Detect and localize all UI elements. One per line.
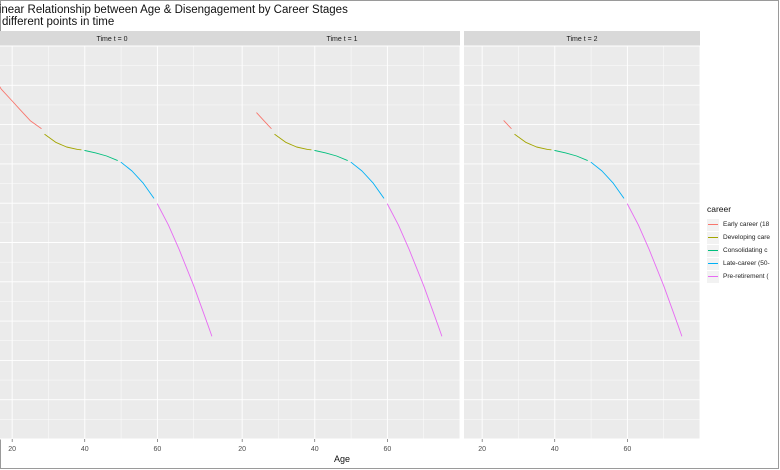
series-line [0,86,42,129]
legend-key-swatch [707,218,719,231]
x-tick-label: 20 [478,446,486,453]
series-line [554,150,588,161]
legend-label: Pre-retirement ( [723,273,769,280]
x-axis-title: Age [334,454,350,464]
legend-label: Late-career (50- [723,260,770,267]
facet-strip [0,31,230,46]
legend-item: Early career (18 [707,218,780,231]
legend: career Early career (18 Developing care Co… [707,204,780,283]
series-line [590,161,625,199]
series-line [274,133,312,151]
series-line [156,203,213,337]
legend-key-swatch [707,257,719,270]
legend-label: Early career (18 [723,221,770,228]
facet-strip [464,31,700,46]
facet-strip-label: Time t = 1 [326,36,357,43]
series-line [514,133,552,151]
legend-key-swatch [707,231,719,244]
legend-item: Developing care [707,231,780,244]
legend-key-swatch [707,244,719,257]
chart-title: n-linear Relationship between Age & Dise… [0,4,348,28]
series-line [256,112,272,129]
series-line [84,150,118,161]
legend-items: Early career (18 Developing care Consolida… [707,218,780,283]
series-line [44,133,82,151]
legend-item: Late-career (50- [707,257,780,270]
legend-item: Pre-retirement ( [707,270,780,283]
x-tick-label: 20 [8,446,16,453]
legend-item: Consolidating c [707,244,780,257]
facet-strip-label: Time t = 2 [566,36,597,43]
facet-strip-label: Time t = 0 [96,36,127,43]
series-line [386,203,443,337]
series-line [503,120,512,129]
series-line [626,203,683,337]
series-line [120,161,155,199]
x-tick-label: 20 [238,446,246,453]
x-tick-label: 40 [81,446,89,453]
chart-title-line-2: he different points in time [0,16,115,28]
legend-title: career [707,204,732,214]
legend-label: Developing care [723,234,770,241]
x-tick-label: 40 [311,446,319,453]
x-tick-label: 60 [153,446,161,453]
legend-label: Consolidating c [723,247,768,254]
series-line [350,161,385,199]
chart-title-line-1: n-linear Relationship between Age & Dise… [0,4,348,16]
legend-key-swatch [707,270,719,283]
x-tick-label: 40 [551,446,559,453]
x-tick-label: 60 [623,446,631,453]
series-line [314,150,348,161]
facet-strip [224,31,460,46]
x-tick-label: 60 [383,446,391,453]
